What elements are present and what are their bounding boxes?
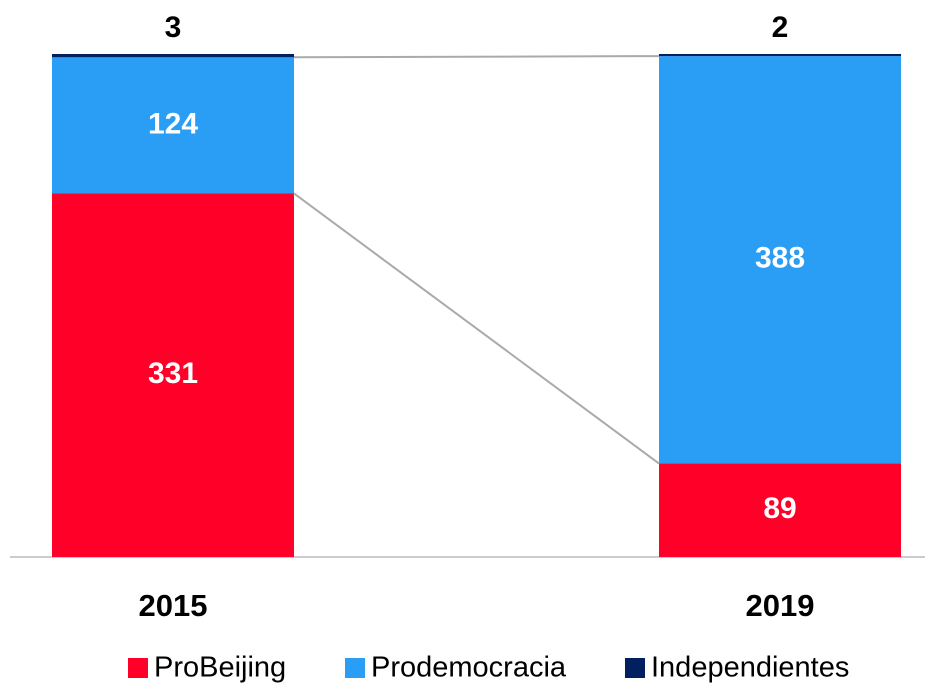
legend-swatch bbox=[345, 658, 365, 678]
bar-segment bbox=[659, 56, 901, 464]
legend-label: Prodemocracia bbox=[371, 652, 567, 684]
connector-line bbox=[293, 192, 660, 465]
bar-segment bbox=[659, 54, 901, 57]
data-label: 331 bbox=[148, 357, 198, 390]
connector-line bbox=[293, 55, 660, 59]
x-tick-label: 2015 bbox=[139, 588, 208, 623]
bar-segment bbox=[659, 463, 901, 557]
bar-segment bbox=[52, 57, 294, 194]
bar-segment bbox=[52, 193, 294, 558]
data-label: 124 bbox=[148, 107, 198, 140]
legend-swatch bbox=[128, 658, 148, 678]
data-label: 388 bbox=[755, 242, 805, 275]
data-label: 3 bbox=[165, 11, 182, 44]
x-tick-label: 2019 bbox=[746, 588, 815, 623]
data-label: 2 bbox=[772, 11, 789, 44]
legend-label: ProBeijing bbox=[154, 652, 286, 684]
legend-swatch bbox=[625, 658, 645, 678]
data-label: 89 bbox=[763, 492, 796, 525]
legend-label: Independientes bbox=[651, 652, 849, 684]
bar-segment bbox=[52, 54, 294, 58]
